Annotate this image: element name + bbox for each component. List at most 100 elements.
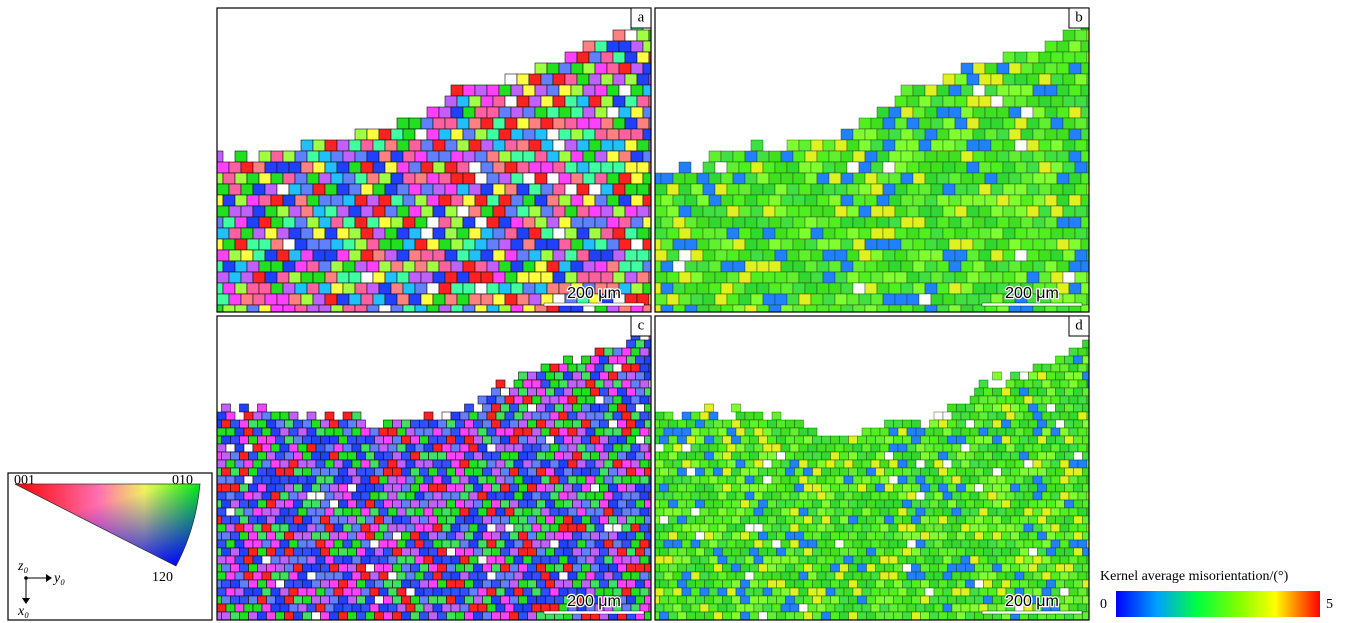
- grain: [403, 129, 415, 140]
- grain: [811, 162, 823, 173]
- grain: [885, 532, 894, 540]
- grain: [835, 508, 844, 516]
- grain: [258, 436, 267, 444]
- grain: [537, 468, 546, 476]
- grain: [244, 604, 253, 612]
- grain: [655, 173, 661, 184]
- grain: [463, 195, 475, 206]
- grain: [685, 261, 697, 272]
- grain: [625, 228, 637, 239]
- grain: [759, 516, 768, 524]
- grain: [871, 508, 880, 516]
- grain: [375, 468, 384, 476]
- grain: [487, 508, 496, 516]
- grain: [355, 129, 367, 140]
- grain: [415, 540, 424, 548]
- grain: [876, 580, 885, 588]
- grain: [921, 468, 930, 476]
- grain: [661, 283, 673, 294]
- grain: [636, 484, 645, 492]
- grain: [898, 572, 907, 580]
- grain: [631, 195, 643, 206]
- grain: [1024, 476, 1033, 484]
- grain: [723, 484, 732, 492]
- grain: [865, 283, 877, 294]
- grain: [685, 283, 697, 294]
- grain: [709, 283, 721, 294]
- grain: [367, 239, 379, 250]
- grain: [727, 508, 736, 516]
- grain: [631, 283, 643, 294]
- grain: [880, 476, 889, 484]
- grain: [645, 532, 652, 540]
- grain: [966, 564, 975, 572]
- grain: [294, 452, 303, 460]
- grain: [303, 564, 312, 572]
- grain: [402, 436, 411, 444]
- grain: [259, 239, 271, 250]
- grain: [894, 484, 903, 492]
- grain: [217, 540, 226, 548]
- grain: [955, 184, 967, 195]
- grain: [348, 500, 357, 508]
- grain: [745, 283, 757, 294]
- grain: [577, 250, 589, 261]
- grain: [1021, 107, 1033, 118]
- grain: [1002, 500, 1011, 508]
- grain: [655, 540, 664, 548]
- grain: [736, 556, 745, 564]
- grain: [564, 532, 573, 540]
- grain: [547, 239, 559, 250]
- grain: [871, 294, 883, 305]
- grain: [379, 151, 391, 162]
- grain: [1083, 356, 1090, 364]
- grain: [438, 484, 447, 492]
- grain: [406, 572, 415, 580]
- grain: [631, 540, 640, 548]
- grain: [259, 195, 271, 206]
- grain: [673, 261, 685, 272]
- grain: [697, 261, 709, 272]
- grain: [514, 508, 523, 516]
- grain: [571, 239, 583, 250]
- grain: [409, 162, 421, 173]
- grain: [970, 428, 979, 436]
- grain: [294, 468, 303, 476]
- grain: [421, 206, 433, 217]
- grain: [253, 272, 265, 283]
- grain: [313, 272, 325, 283]
- grain: [637, 52, 649, 63]
- grain: [853, 508, 862, 516]
- grain: [571, 217, 583, 228]
- grain: [1075, 250, 1087, 261]
- grain: [442, 540, 451, 548]
- grain: [355, 195, 367, 206]
- grain: [481, 118, 493, 129]
- grain: [823, 250, 835, 261]
- grain: [741, 500, 750, 508]
- grain: [631, 41, 643, 52]
- grain: [501, 532, 510, 540]
- grain: [439, 261, 451, 272]
- grain: [1081, 239, 1089, 250]
- grain: [631, 85, 643, 96]
- grain: [465, 532, 474, 540]
- grain: [501, 564, 510, 572]
- grain: [280, 460, 289, 468]
- grain: [795, 564, 804, 572]
- grain: [316, 556, 325, 564]
- grain: [867, 580, 876, 588]
- grain: [1038, 436, 1047, 444]
- grain: [334, 572, 343, 580]
- grain: [795, 500, 804, 508]
- grain: [262, 604, 271, 612]
- grain: [388, 588, 397, 596]
- grain: [613, 206, 625, 217]
- grain: [546, 372, 555, 380]
- grain: [331, 305, 343, 312]
- grain: [745, 540, 754, 548]
- grain: [483, 468, 492, 476]
- grain: [939, 420, 948, 428]
- grain: [777, 452, 786, 460]
- grain: [370, 508, 379, 516]
